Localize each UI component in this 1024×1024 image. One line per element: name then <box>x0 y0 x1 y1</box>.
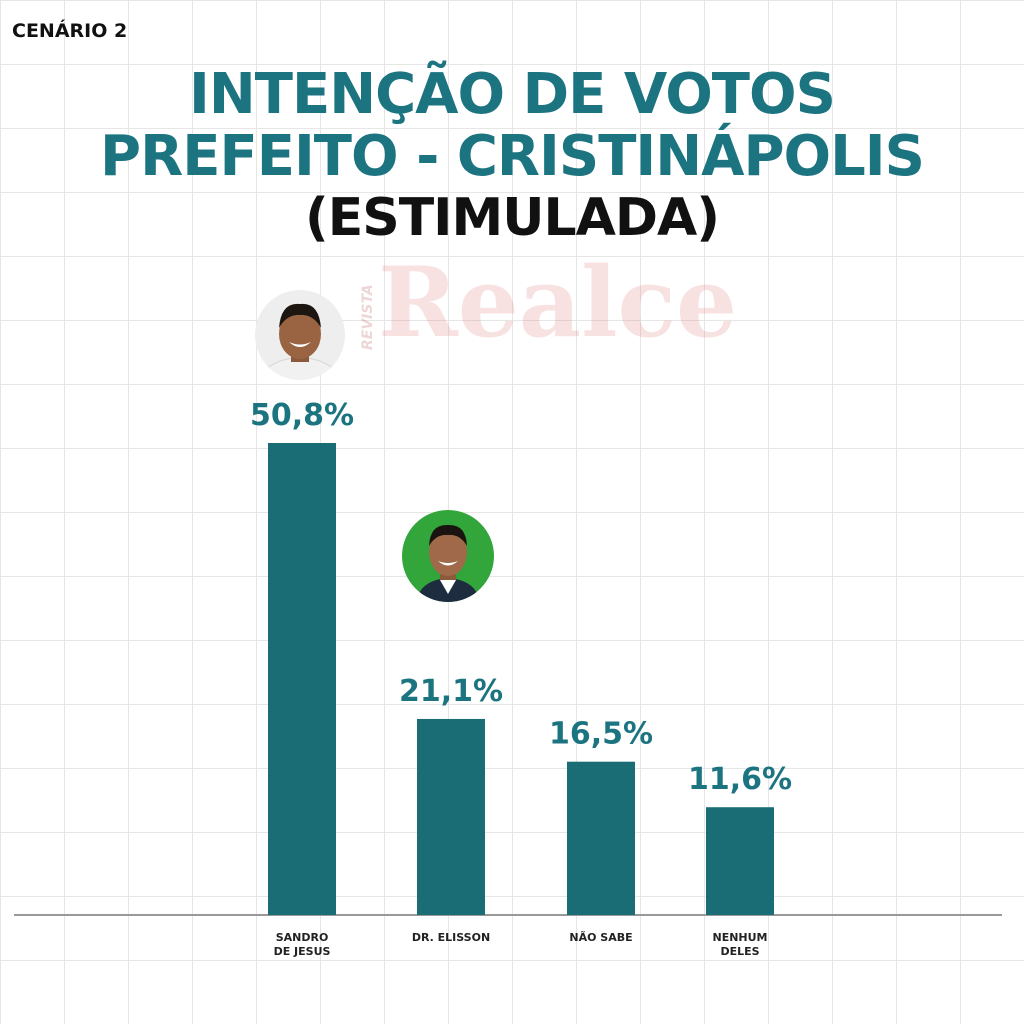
avatar-dr-elisson <box>402 510 494 602</box>
avatar-sandro-de-jesus <box>255 290 345 380</box>
value-label-1: 21,1% <box>399 674 503 709</box>
category-label-0-line-1: DE JESUS <box>274 945 331 958</box>
bar-1 <box>417 718 485 915</box>
category-label-0-line-0: SANDRO <box>276 931 329 944</box>
value-label-2: 16,5% <box>549 717 653 752</box>
category-label-3-line-1: DELES <box>720 945 759 958</box>
bar-2 <box>567 761 635 915</box>
value-label-3: 11,6% <box>688 762 792 797</box>
chart-title-line-3: (ESTIMULADA) <box>304 188 720 248</box>
category-label-1-line-0: DR. ELISSON <box>412 931 490 944</box>
bar-0 <box>268 443 336 915</box>
chart-title-line-2: PREFEITO - CRISTINÁPOLIS <box>100 124 925 189</box>
chart-title-line-1: INTENÇÃO DE VOTOS <box>189 62 836 127</box>
category-label-3-line-0: NENHUM <box>712 931 767 944</box>
bar-3 <box>706 807 774 915</box>
scenario-label: CENÁRIO 2 <box>12 20 128 42</box>
value-label-0: 50,8% <box>250 398 354 433</box>
category-label-2-line-0: NÃO SABE <box>569 931 632 944</box>
